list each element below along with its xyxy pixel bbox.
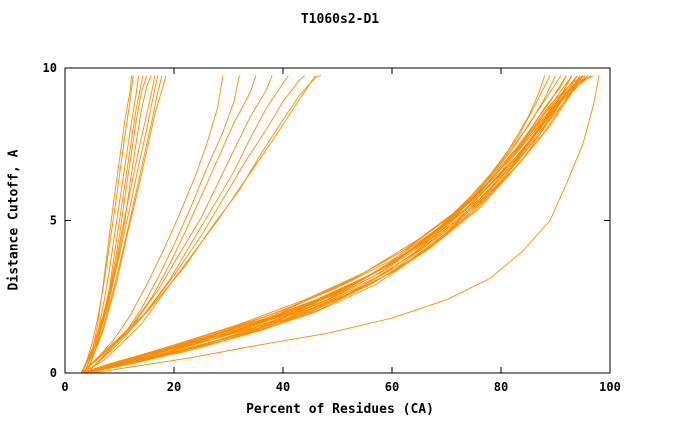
model-curve (86, 75, 584, 374)
model-curve (86, 75, 586, 374)
model-curve (81, 75, 584, 374)
x-tick-label: 80 (494, 380, 508, 394)
model-curve (86, 75, 289, 374)
model-curve (86, 75, 589, 374)
model-curve (86, 75, 578, 374)
model-curve (86, 75, 167, 374)
model-curve (81, 75, 584, 374)
chart-title: T1060s2-D1 (300, 12, 380, 27)
model-curve (86, 75, 567, 374)
y-tick-label: 0 (50, 366, 57, 380)
model-curve (80, 75, 224, 374)
model-curve (81, 75, 589, 374)
x-tick-label: 0 (61, 380, 68, 394)
model-curve (92, 75, 600, 374)
model-curve (81, 75, 240, 374)
model-curve (86, 75, 589, 374)
model-curve (81, 75, 578, 374)
model-curve (83, 75, 159, 374)
y-tick-label: 5 (50, 214, 57, 228)
model-curve (80, 75, 156, 374)
model-curve (86, 75, 257, 374)
model-curve (83, 75, 144, 374)
model-curve (81, 75, 546, 374)
model-curve (81, 75, 584, 374)
model-curve (86, 75, 322, 374)
x-tick-label: 40 (276, 380, 290, 394)
model-curve (86, 75, 578, 374)
model-curve (81, 75, 584, 374)
model-curve (81, 75, 551, 374)
model-curve (81, 75, 317, 374)
model-curve (86, 75, 581, 374)
model-curve (86, 75, 573, 374)
x-tick-label: 60 (385, 380, 399, 394)
model-curve (80, 75, 134, 374)
model-curve (81, 75, 573, 374)
model-curve (86, 75, 556, 374)
model-curve (86, 75, 594, 374)
model-curve (86, 75, 592, 374)
model-curve (81, 75, 573, 374)
model-curve (80, 75, 132, 374)
y-tick-label: 10 (43, 61, 57, 75)
x-tick-label: 100 (599, 380, 621, 394)
model-curve (81, 75, 589, 374)
model-curve (80, 75, 163, 374)
x-tick-label: 20 (167, 380, 181, 394)
model-curve (81, 75, 567, 374)
model-curve (80, 75, 306, 374)
model-curve (80, 75, 148, 374)
x-axis-label: Percent of Residues (CA) (246, 402, 434, 417)
